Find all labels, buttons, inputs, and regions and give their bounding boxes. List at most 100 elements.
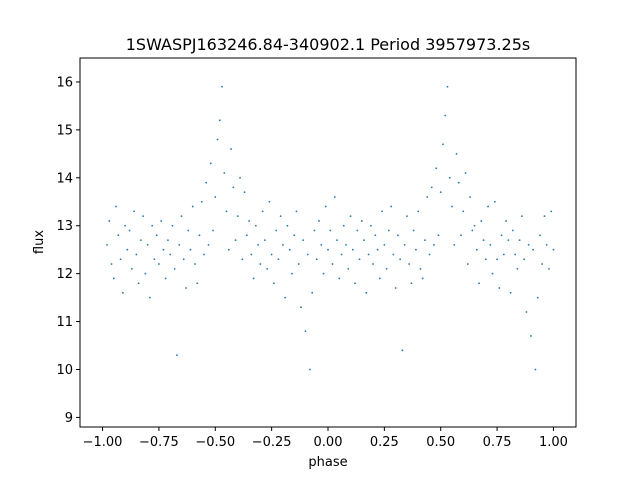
data-point [254,224,257,227]
data-point [430,186,433,189]
data-point [390,205,393,208]
data-point [399,258,402,261]
data-point [536,296,539,299]
data-point [155,234,158,237]
data-point [191,205,194,208]
data-point [306,253,309,256]
y-tick-label: 16 [56,75,73,90]
y-tick-label: 14 [56,171,73,186]
data-point [469,196,471,198]
data-point [448,176,451,179]
data-point [487,205,489,208]
data-point [349,215,352,218]
data-point [223,172,226,174]
data-point [106,244,108,246]
data-point [358,258,361,261]
data-point [527,244,530,246]
data-point [516,267,519,270]
data-point [158,263,160,265]
data-point [552,248,555,251]
data-point [363,239,365,242]
data-point [148,296,151,299]
data-point [331,263,334,265]
y-tick-label: 15 [56,123,73,138]
data-point [160,220,163,222]
data-point [480,220,483,222]
data-point [336,239,338,242]
chart-title: 1SWASPJ163246.84-340902.1 Period 3957973… [126,35,531,54]
y-tick-label: 13 [56,219,73,234]
data-point [367,253,370,256]
data-point [266,267,269,270]
data-point [313,229,316,232]
data-point [232,186,235,189]
data-point [153,258,156,261]
data-point [520,215,523,218]
data-point [489,244,492,246]
data-point [530,335,532,337]
data-point [460,234,462,237]
data-point [473,224,476,227]
data-point [333,196,336,198]
data-point [545,244,548,246]
data-point [169,253,172,256]
x-tick-label: −0.75 [139,435,179,450]
data-point [194,263,196,265]
data-point [167,239,169,242]
data-point [498,287,501,289]
y-axis-ticks: 9 10 11 12 13 14 15 16 [56,75,80,426]
data-point [372,263,374,265]
data-point [523,258,526,261]
data-point [288,248,291,251]
data-point [541,263,544,265]
data-point [315,258,318,261]
data-point [415,248,417,251]
data-point [410,282,413,285]
data-point [185,287,187,289]
data-point [383,244,386,246]
data-point [354,282,356,285]
data-point [462,210,465,213]
data-point [437,234,440,237]
data-point [257,244,260,246]
data-point [268,200,271,203]
data-point [507,239,510,242]
data-point [234,239,237,242]
data-point [338,277,341,280]
data-point [252,277,255,280]
data-point [259,263,262,265]
data-point [426,196,429,198]
data-point [491,272,494,275]
data-point [534,368,537,371]
data-point [124,224,126,227]
data-point [164,277,167,280]
data-point [250,253,253,256]
data-point [207,244,210,246]
data-point [435,167,438,170]
data-point [376,248,379,251]
data-point [133,210,136,213]
data-point [387,229,390,232]
data-point [320,244,323,246]
data-point [187,229,190,232]
y-axis-label: flux [32,230,47,254]
data-point [277,258,280,261]
data-point [374,234,377,237]
data-point [108,220,111,222]
data-point [378,277,381,280]
data-point [428,253,431,256]
data-point [135,253,138,256]
data-point [297,263,300,265]
data-point [345,244,347,246]
data-point [525,311,528,313]
data-point [446,85,449,88]
data-point [270,253,273,256]
x-axis-ticks: −1.00 −0.75 −0.50 −0.25 0.00 0.25 0.50 0.75 1.00 [83,427,568,450]
data-point [550,210,553,213]
y-tick-label: 10 [56,363,73,378]
data-point [412,229,415,232]
data-point [241,258,244,261]
data-point [216,138,219,141]
